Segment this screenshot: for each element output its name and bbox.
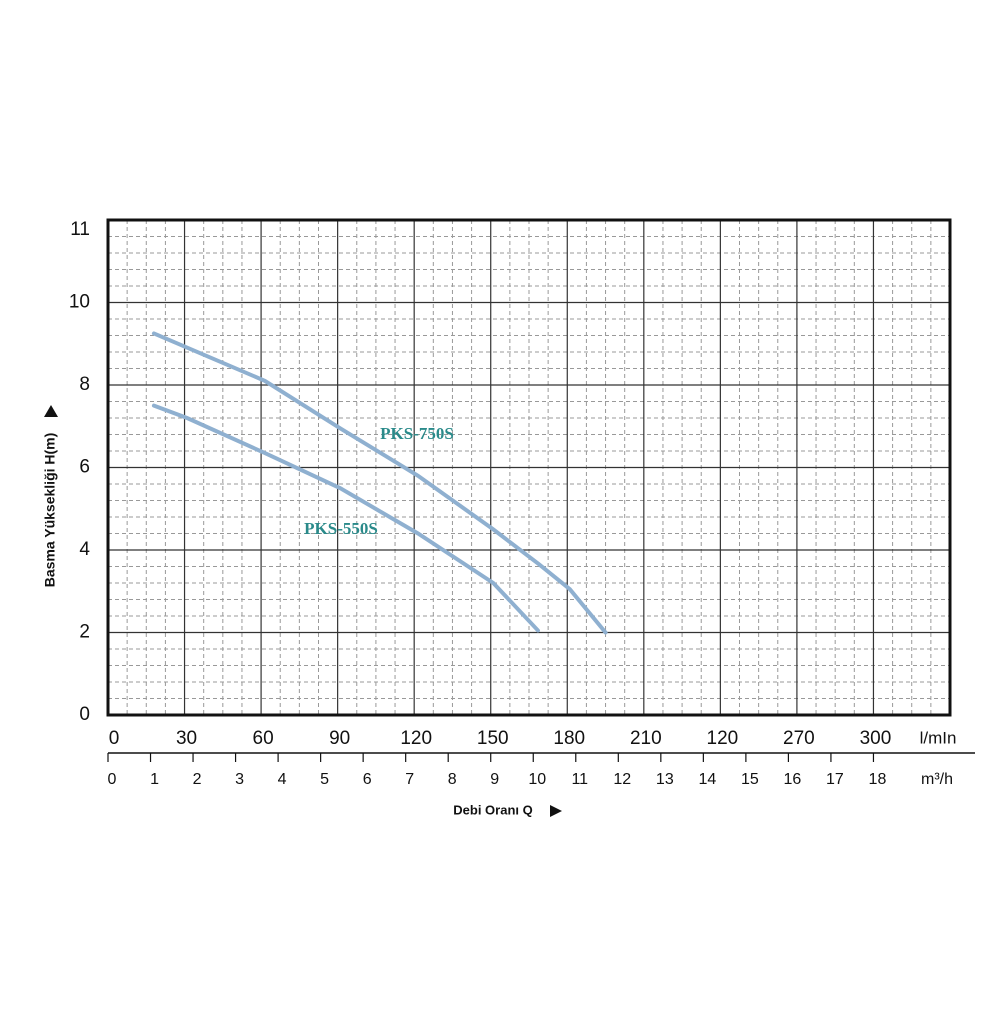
x2-tick-label: 4 <box>278 771 287 788</box>
series-line <box>151 331 608 635</box>
x2-tick-label: 13 <box>656 771 674 788</box>
grid <box>108 219 950 716</box>
x2-tick-label: 5 <box>320 771 329 788</box>
x2-unit: m³/h <box>921 771 953 788</box>
y-tick-label: 10 <box>69 292 90 313</box>
series-label: PKS-550S <box>304 519 378 538</box>
x-tick-label: 120 <box>400 728 432 749</box>
x-tick-label: 180 <box>553 728 585 749</box>
x-axis-title: Debi Oranı Q <box>453 802 532 817</box>
plot-frame <box>106 218 952 717</box>
x-tick-label: 120 <box>707 728 739 749</box>
x2-tick-label: 1 <box>150 771 159 788</box>
x-tick-label: 270 <box>783 728 815 749</box>
x2-tick-label: 6 <box>363 771 372 788</box>
y-tick-label: 4 <box>79 539 90 560</box>
x-tick-label: 30 <box>176 728 197 749</box>
x2-tick-label: 11 <box>571 771 588 788</box>
x2-tick-label: 9 <box>490 771 499 788</box>
series-label: PKS-750S <box>380 424 454 443</box>
x2-tick-label: 8 <box>448 771 457 788</box>
y-arrow <box>44 405 58 417</box>
y-tick-label: 11 <box>70 219 90 240</box>
x-tick-label: 210 <box>630 728 662 749</box>
x2-tick-label: 16 <box>784 771 802 788</box>
y-axis-title: Basma Yüksekliği H(m) <box>42 433 58 588</box>
x2-tick-label: 18 <box>869 771 887 788</box>
x2-tick-label: 14 <box>698 771 716 788</box>
x2-tick-label: 3 <box>235 771 244 788</box>
y-tick-label: 0 <box>79 704 90 725</box>
x-tick-label: 150 <box>477 728 509 749</box>
x-tick-label: 0 <box>109 728 120 749</box>
x-tick-label: 300 <box>860 728 892 749</box>
x2-tick-label: 10 <box>528 771 546 788</box>
x-tick-label: 60 <box>253 728 274 749</box>
x2-tick-label: 0 <box>108 771 117 788</box>
y-tick-label: 6 <box>79 457 90 478</box>
x-arrow <box>550 805 562 817</box>
series-line <box>151 403 540 633</box>
y-tick-label: 8 <box>79 374 90 395</box>
x2-tick-label: 15 <box>741 771 759 788</box>
x2-tick-label: 12 <box>613 771 631 788</box>
y-tick-label: 2 <box>79 622 90 643</box>
x-unit: l/mIn <box>920 728 957 747</box>
x2-tick-label: 17 <box>826 771 844 788</box>
x2-tick-label: 7 <box>405 771 414 788</box>
x2-tick-label: 2 <box>193 771 202 788</box>
x-tick-label: 90 <box>329 728 350 749</box>
